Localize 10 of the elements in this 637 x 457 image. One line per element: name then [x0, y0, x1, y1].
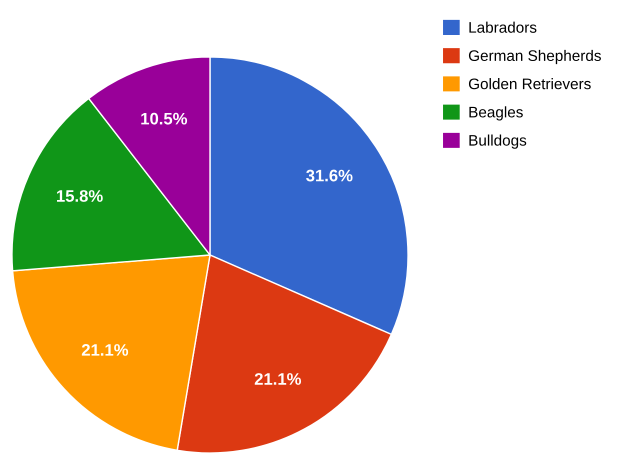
legend-label: German Shepherds — [468, 50, 601, 64]
data-label: 31.6% — [306, 170, 353, 182]
data-label: 21.1% — [254, 373, 302, 385]
data-label: 10.5% — [141, 112, 188, 125]
data-label: 15.8% — [57, 190, 103, 202]
legend-label: Bulldogs — [469, 134, 526, 149]
legend-label: Beagles — [469, 106, 523, 121]
legend-label: Golden Retrievers — [468, 78, 591, 90]
data-label: 21.1% — [82, 344, 128, 356]
legend-label: Labradors — [469, 22, 536, 33]
